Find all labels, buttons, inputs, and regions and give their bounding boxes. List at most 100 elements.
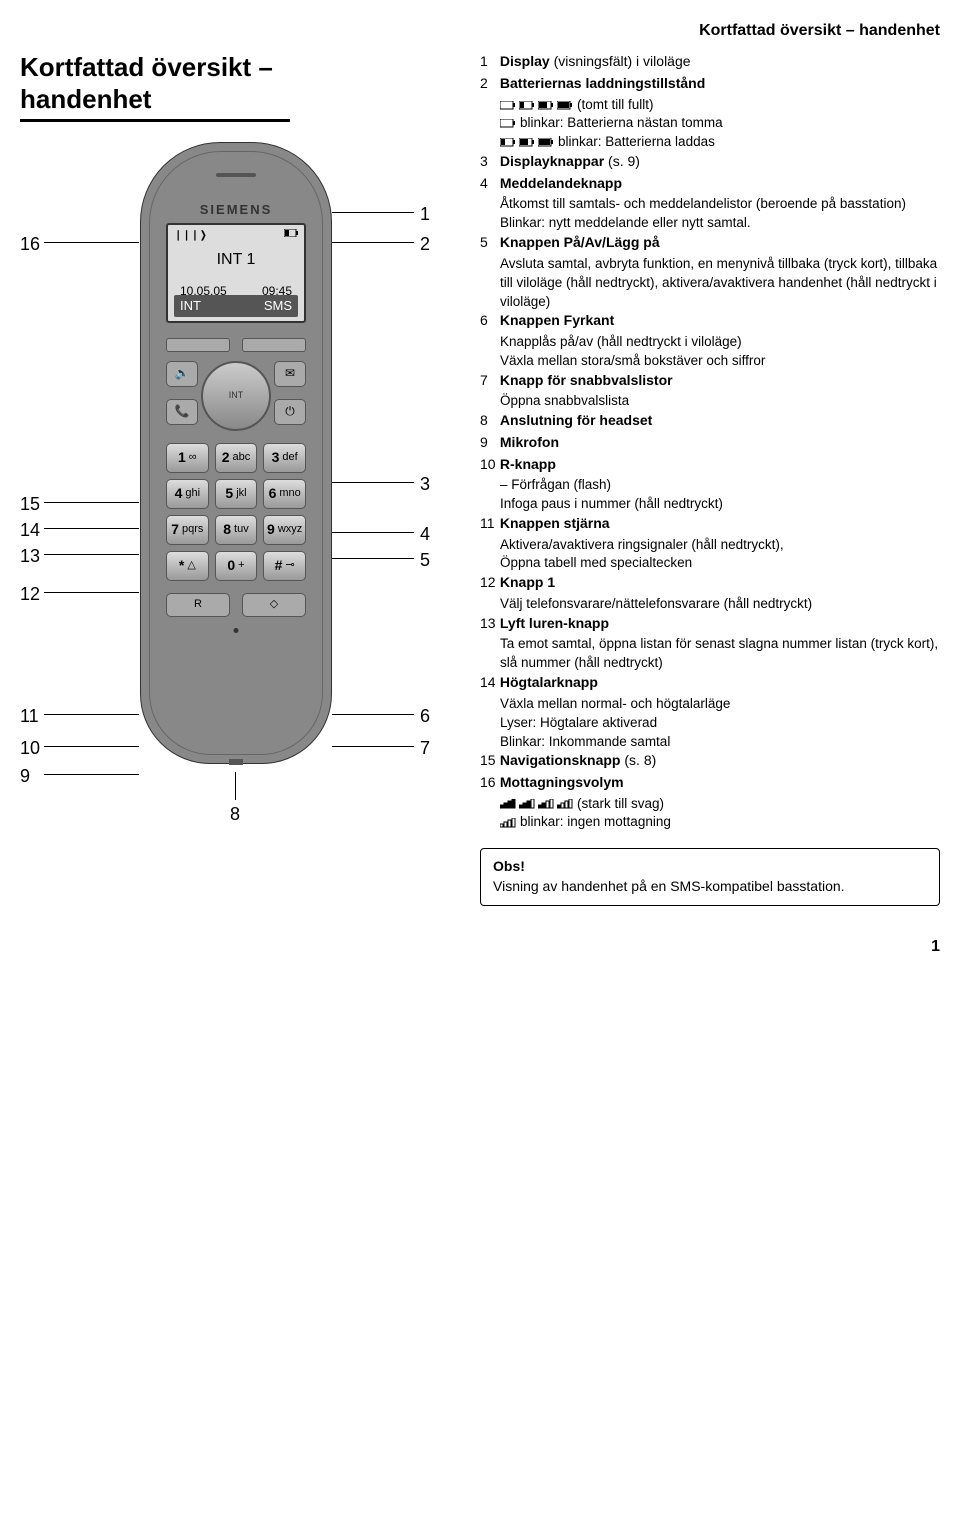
signal-icon — [500, 799, 516, 809]
item-number: 2 — [480, 74, 496, 94]
screen-time: 09:45 — [262, 283, 292, 300]
item-number: 12 — [480, 573, 496, 593]
running-header: Kortfattad översikt – handenhet — [20, 20, 940, 42]
item-label: Anslutning för headset — [500, 412, 652, 428]
callout-line — [44, 592, 139, 593]
item-subline: Välj telefonsvarare/nättelefonsvarare (h… — [500, 595, 940, 614]
note-body: Visning av handenhet på en SMS-kompatibe… — [493, 878, 845, 894]
callout-line — [332, 242, 414, 243]
item-label: Knappen På/Av/Lägg på — [500, 234, 660, 250]
screen-int: INT 1 — [174, 249, 298, 271]
callout-number: 16 — [20, 232, 40, 257]
callout-number: 13 — [20, 544, 40, 569]
item-number: 14 — [480, 673, 496, 693]
item-label: Knapp för snabbvalslistor — [500, 372, 673, 388]
item-number: 8 — [480, 411, 496, 431]
softkey-left: INT — [180, 297, 201, 315]
message-btn: ✉ — [274, 361, 306, 387]
title-line2: handenhet — [20, 84, 151, 114]
callout-line — [332, 714, 414, 715]
page-title: Kortfattad översikt – handenhet — [20, 52, 450, 121]
keypad-key: *△ — [166, 551, 209, 581]
softkey-bar: INT SMS — [174, 295, 298, 317]
keypad-key: 9wxyz — [263, 515, 306, 545]
signal-icon — [500, 818, 516, 828]
item-label: Navigationsknapp — [500, 752, 621, 768]
item-subline: Öppna snabbvalslista — [500, 392, 940, 411]
item-label: Knappen Fyrkant — [500, 312, 614, 328]
callout-line — [332, 212, 414, 213]
battery-icon — [284, 229, 298, 237]
battery-icon — [500, 138, 516, 147]
item-label: Displayknappar — [500, 153, 604, 169]
item-subline: blinkar: ingen mottagning — [500, 813, 940, 832]
item-number: 7 — [480, 371, 496, 391]
keypad-key: 6mno — [263, 479, 306, 509]
item-subline: Lyser: Högtalare aktiverad — [500, 714, 940, 733]
item-subline: Blinkar: Inkommande samtal — [500, 733, 940, 752]
signal-icon: ❘❘❘❭ — [174, 229, 208, 243]
callout-line — [332, 482, 414, 483]
callout-number: 3 — [420, 472, 430, 497]
battery-icon — [500, 119, 516, 128]
desc-item: 1 Display (visningsfält) i viloläge — [480, 52, 940, 72]
left-column: Kortfattad översikt – handenhet SIEMENS … — [20, 52, 450, 905]
subline-text: blinkar: Batterierna nästan tomma — [520, 115, 723, 130]
item-subline: (stark till svag) — [500, 795, 940, 814]
callout-line — [44, 528, 139, 529]
callout-number: 5 — [420, 548, 430, 573]
desc-item: 15 Navigationsknapp (s. 8) — [480, 751, 940, 771]
item-subline: Ta emot samtal, öppna listan för senast … — [500, 635, 940, 673]
callout-line — [235, 772, 236, 800]
callout-number: 14 — [20, 518, 40, 543]
item-label: Högtalarknapp — [500, 674, 598, 690]
desc-item: 9 Mikrofon — [480, 433, 940, 453]
callout-number: 1 — [420, 202, 430, 227]
item-label: Knappen stjärna — [500, 515, 610, 531]
battery-icon — [519, 138, 535, 147]
keypad-key: 3def — [263, 443, 306, 473]
handset-diagram: SIEMENS ❘❘❘❭ INT 1 10.05.05 09:45 INT SM… — [20, 142, 450, 822]
title-underline — [20, 119, 290, 122]
note-box: Obs! Visning av handenhet på en SMS-komp… — [480, 848, 940, 905]
desc-item: 6 Knappen Fyrkant — [480, 311, 940, 331]
item-label: Meddelandeknapp — [500, 175, 622, 191]
end-btn: ⏻ — [274, 399, 306, 425]
desc-item: 4 Meddelandeknapp — [480, 174, 940, 194]
callout-number: 11 — [20, 704, 39, 729]
talk-btn: 📞 — [166, 399, 198, 425]
item-label: Mikrofon — [500, 434, 559, 450]
item-number: 16 — [480, 773, 496, 793]
nav-cluster: INT 🔈 ✉ 📞 ⏻ — [166, 361, 306, 431]
item-subline: Aktivera/avaktivera ringsignaler (håll n… — [500, 536, 940, 555]
microphone-hole — [234, 628, 239, 633]
battery-icon — [538, 101, 554, 110]
item-number: 6 — [480, 311, 496, 331]
item-subline: – Förfrågan (flash) — [500, 476, 940, 495]
description-list: 1 Display (visningsfält) i viloläge2 Bat… — [480, 52, 940, 832]
callout-number: 15 — [20, 492, 40, 517]
callout-line — [332, 532, 414, 533]
desc-item: 5 Knappen På/Av/Lägg på — [480, 233, 940, 253]
item-number: 3 — [480, 152, 496, 172]
keypad: 1∞2abc3def4ghi5jkl6mno7pqrs8tuv9wxyz*△0+… — [166, 443, 306, 581]
item-label: Display — [500, 53, 550, 69]
desc-item: 7 Knapp för snabbvalslistor — [480, 371, 940, 391]
screen-datetime: 10.05.05 09:45 — [174, 283, 298, 300]
callout-line — [44, 714, 139, 715]
battery-icon — [557, 101, 573, 110]
subline-text: blinkar: ingen mottagning — [520, 814, 671, 829]
softkey-btn-left — [166, 338, 230, 352]
callout-number: 9 — [20, 764, 30, 789]
item-label: R-knapp — [500, 456, 556, 472]
subline-text: blinkar: Batterierna laddas — [558, 134, 715, 149]
desc-item: 2 Batteriernas laddningstillstånd — [480, 74, 940, 94]
softkey-buttons — [166, 338, 306, 352]
callout-number: 8 — [230, 802, 240, 827]
desc-item: 10 R-knapp — [480, 455, 940, 475]
signal-icon — [538, 799, 554, 809]
item-subline: Blinkar: nytt meddelande eller nytt samt… — [500, 214, 940, 233]
desc-item: 14 Högtalarknapp — [480, 673, 940, 693]
desc-item: 8 Anslutning för headset — [480, 411, 940, 431]
item-number: 10 — [480, 455, 496, 475]
